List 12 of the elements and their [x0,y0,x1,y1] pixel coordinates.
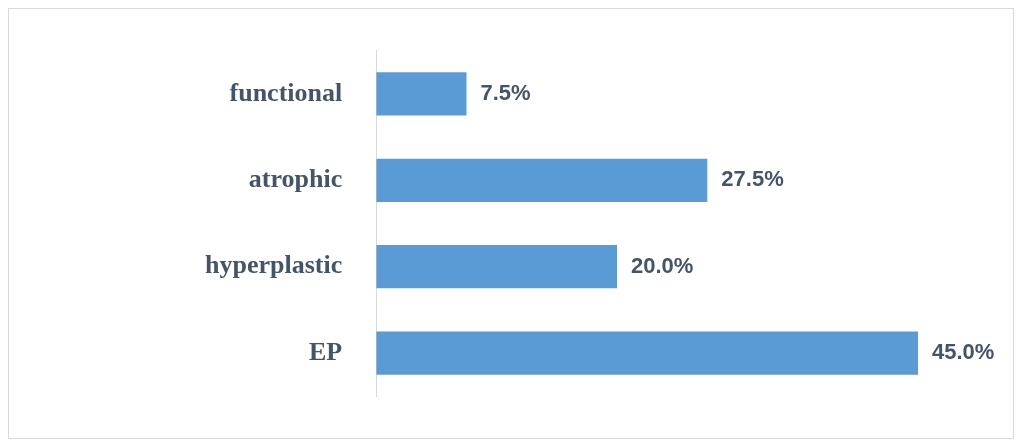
bar [376,72,467,116]
bar [376,158,708,202]
data-label: 27.5% [721,166,784,192]
y-tick-label: atrophic [248,163,343,193]
data-label: 45.0% [932,339,995,365]
bar [376,245,618,289]
bar [376,331,918,375]
y-tick-label: functional [229,77,343,107]
data-label: 20.0% [631,252,694,278]
y-tick-label: hyperplastic [204,250,343,280]
data-label: 7.5% [480,79,531,105]
y-tick-label: EP [308,336,343,366]
